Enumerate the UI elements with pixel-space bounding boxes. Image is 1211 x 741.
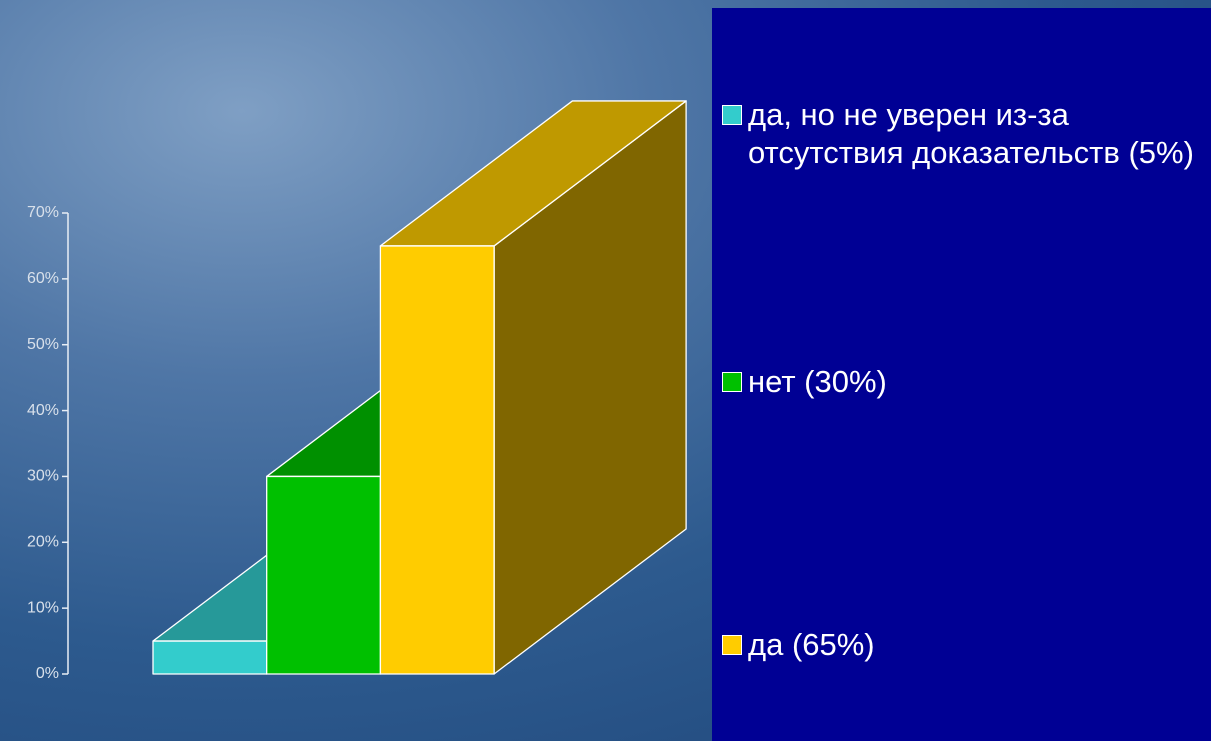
y-tick-label: 0% (36, 665, 59, 682)
y-tick-label: 70% (27, 204, 59, 221)
legend-swatch (722, 372, 742, 392)
y-tick-label: 40% (27, 402, 59, 419)
legend-entry: да, но не уверен из-за отсутствия доказа… (722, 96, 1207, 172)
y-tick-label: 60% (27, 270, 59, 287)
chart: 0% 10% 20% 30% 40% 50% 60% 70% (27, 100, 687, 682)
y-tick-label: 20% (27, 534, 59, 551)
legend-swatch (722, 105, 742, 125)
legend-swatch (722, 635, 742, 655)
legend-entry: нет (30%) (722, 363, 1207, 401)
legend-label: да, но не уверен из-за отсутствия доказа… (748, 97, 1194, 170)
y-tick-label: 10% (27, 599, 59, 616)
legend-entry: да (65%) (722, 626, 1207, 664)
bar (152, 640, 268, 675)
legend-label: нет (30%) (748, 364, 887, 399)
bar (266, 475, 382, 675)
legend: да, но не уверен из-за отсутствия доказа… (712, 8, 1211, 741)
legend-label: да (65%) (748, 627, 875, 662)
bar (379, 245, 495, 675)
y-tick-label: 50% (27, 336, 59, 353)
y-tick-label: 30% (27, 468, 59, 485)
